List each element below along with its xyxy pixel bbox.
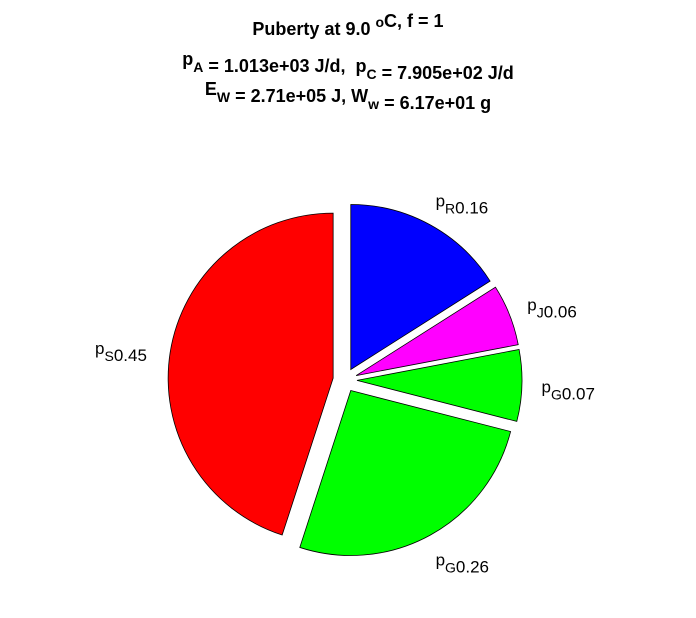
pie-slice <box>350 204 491 371</box>
chart-title: Puberty at 9.0 oC, f = 1 <box>252 11 443 39</box>
slice-label: pG0.26 <box>436 550 489 576</box>
title-subscript: w <box>367 96 379 112</box>
pie-slice <box>167 212 334 536</box>
title-text: E <box>205 79 217 99</box>
slice-subscript: J <box>537 305 544 321</box>
title-text: = 6.17e+01 g <box>379 93 491 113</box>
title-subscript: C <box>367 66 377 82</box>
title-subscript: A <box>193 59 203 75</box>
slice-label: pG0.07 <box>541 377 594 403</box>
value-label: 0.06 <box>544 303 577 322</box>
value-label: 0.07 <box>562 384 595 403</box>
chart-title: EW = 2.71e+05 J, Ww = 6.17e+01 g <box>205 79 491 113</box>
pie-slice <box>299 390 512 556</box>
slice-name: p <box>436 550 445 569</box>
value-label: 0.16 <box>455 199 488 218</box>
slice-name: p <box>95 339 104 358</box>
slice-subscript: R <box>445 201 455 217</box>
slice-subscript: S <box>104 348 113 364</box>
slice-subscript: G <box>551 386 562 402</box>
chart-title: pA = 1.013e+03 J/d, pC = 7.905e+02 J/d <box>182 49 513 83</box>
title-subscript: W <box>217 89 231 105</box>
slice-name: p <box>527 296 536 315</box>
value-label: 0.45 <box>114 346 147 365</box>
slice-name: p <box>541 377 550 396</box>
slice-label: pR0.16 <box>436 192 489 218</box>
slice-subscript: G <box>445 559 456 575</box>
pie-slice <box>356 348 523 422</box>
pie-slice <box>355 286 519 376</box>
title-text: = 2.71e+05 J, W <box>230 86 368 106</box>
title-text: = 7.905e+02 J/d <box>377 63 514 83</box>
title-text: C, f = 1 <box>384 11 444 31</box>
value-label: 0.26 <box>456 557 489 576</box>
title-superscript: o <box>375 14 384 30</box>
title-text: = 1.013e+03 J/d, p <box>203 56 366 76</box>
title-text: p <box>182 49 193 69</box>
slice-label: pS0.45 <box>95 339 147 365</box>
slice-label: pJ0.06 <box>527 296 577 322</box>
slice-name: p <box>436 192 445 211</box>
title-text: Puberty at 9.0 <box>252 19 375 39</box>
